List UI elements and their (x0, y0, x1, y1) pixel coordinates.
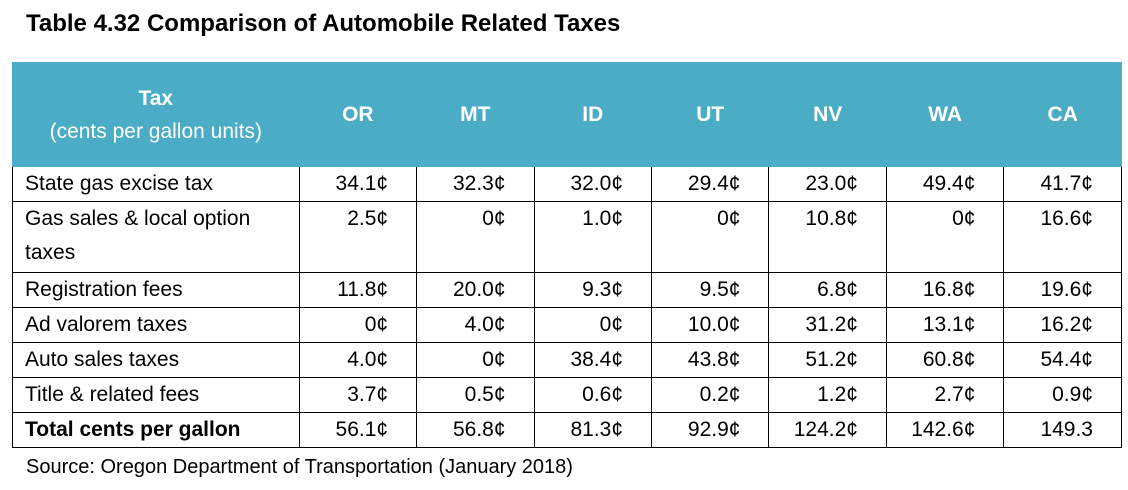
table-cell: 19.6¢ (1003, 272, 1122, 308)
table-cell: 1.2¢ (768, 377, 887, 413)
table-cell: 32.0¢ (533, 166, 653, 202)
table-cell: 10.0¢ (651, 307, 770, 343)
table-cell: 4.0¢ (416, 307, 535, 343)
table-cell: 56.1¢ (298, 412, 418, 448)
table-cell: 0¢ (533, 307, 653, 343)
table-cell: 1.0¢ (533, 201, 653, 273)
table-cell: 2.5¢ (298, 201, 418, 273)
column-header-wa: WA (885, 62, 1005, 167)
table-cell: 0¢ (416, 201, 535, 273)
column-header-ca: CA (1003, 62, 1122, 167)
table-cell: 9.3¢ (533, 272, 653, 308)
row-label: Title & related fees (12, 377, 300, 413)
table-cell: 20.0¢ (416, 272, 535, 308)
tax-comparison-table: Tax (cents per gallon units) OR MT ID UT… (12, 62, 1122, 448)
table-row: Title & related fees 3.7¢ 0.5¢ 0.6¢ 0.2¢… (12, 377, 1122, 413)
row-label: Registration fees (12, 272, 300, 308)
table-cell: 92.9¢ (651, 412, 770, 448)
table-cell: 16.2¢ (1003, 307, 1122, 343)
table-cell: 34.1¢ (298, 166, 418, 202)
column-header-or: OR (298, 62, 418, 167)
table-cell: 0¢ (298, 307, 418, 343)
table-cell: 32.3¢ (416, 166, 535, 202)
table-row: Gas sales & local option taxes 2.5¢ 0¢ 1… (12, 201, 1122, 273)
table-cell: 29.4¢ (651, 166, 770, 202)
row-label: State gas excise tax (12, 166, 300, 202)
table-cell: 149.3 (1003, 412, 1122, 448)
table-cell: 0.5¢ (416, 377, 535, 413)
column-header-mt: MT (416, 62, 535, 167)
table-cell: 6.8¢ (768, 272, 887, 308)
tax-header-units: (cents per gallon units) (49, 119, 263, 143)
column-header-tax: Tax (cents per gallon units) (12, 62, 300, 167)
table-cell: 13.1¢ (885, 307, 1005, 343)
table-cell: 81.3¢ (533, 412, 653, 448)
table-cell: 23.0¢ (768, 166, 887, 202)
table-row: Registration fees 11.8¢ 20.0¢ 9.3¢ 9.5¢ … (12, 272, 1122, 308)
row-label: Ad valorem taxes (12, 307, 300, 343)
table-cell: 16.6¢ (1003, 201, 1122, 273)
table-cell: 31.2¢ (768, 307, 887, 343)
total-row: Total cents per gallon 56.1¢ 56.8¢ 81.3¢… (12, 412, 1122, 448)
table-row: Ad valorem taxes 0¢ 4.0¢ 0¢ 10.0¢ 31.2¢ … (12, 307, 1122, 343)
table-row: Auto sales taxes 4.0¢ 0¢ 38.4¢ 43.8¢ 51.… (12, 342, 1122, 378)
source-note: Source: Oregon Department of Transportat… (26, 456, 573, 478)
table-cell: 0¢ (651, 201, 770, 273)
table-cell: 0.6¢ (533, 377, 653, 413)
table-cell: 0¢ (885, 201, 1005, 273)
header-row: Tax (cents per gallon units) OR MT ID UT… (12, 62, 1122, 167)
table-cell: 0.9¢ (1003, 377, 1122, 413)
table-cell: 11.8¢ (298, 272, 418, 308)
tax-header-label: Tax (138, 86, 174, 110)
table-cell: 3.7¢ (298, 377, 418, 413)
table-cell: 49.4¢ (885, 166, 1005, 202)
column-header-ut: UT (651, 62, 770, 167)
table-cell: 4.0¢ (298, 342, 418, 378)
table-cell: 41.7¢ (1003, 166, 1122, 202)
table-cell: 10.8¢ (768, 201, 887, 273)
row-label: Gas sales & local option taxes (12, 201, 300, 273)
table-cell: 16.8¢ (885, 272, 1005, 308)
table-cell: 60.8¢ (885, 342, 1005, 378)
table-cell: 9.5¢ (651, 272, 770, 308)
row-label: Total cents per gallon (12, 412, 300, 448)
table-cell: 54.4¢ (1003, 342, 1122, 378)
column-header-id: ID (533, 62, 653, 167)
table-cell: 38.4¢ (533, 342, 653, 378)
table-row: State gas excise tax 34.1¢ 32.3¢ 32.0¢ 2… (12, 166, 1122, 202)
table-cell: 51.2¢ (768, 342, 887, 378)
table-cell: 142.6¢ (885, 412, 1005, 448)
table-cell: 124.2¢ (768, 412, 887, 448)
table-cell: 43.8¢ (651, 342, 770, 378)
table-cell: 0.2¢ (651, 377, 770, 413)
table-cell: 2.7¢ (885, 377, 1005, 413)
table-title: Table 4.32 Comparison of Automobile Rela… (26, 10, 621, 37)
table-cell: 0¢ (416, 342, 535, 378)
row-label: Auto sales taxes (12, 342, 300, 378)
table-cell: 56.8¢ (416, 412, 535, 448)
column-header-nv: NV (768, 62, 887, 167)
